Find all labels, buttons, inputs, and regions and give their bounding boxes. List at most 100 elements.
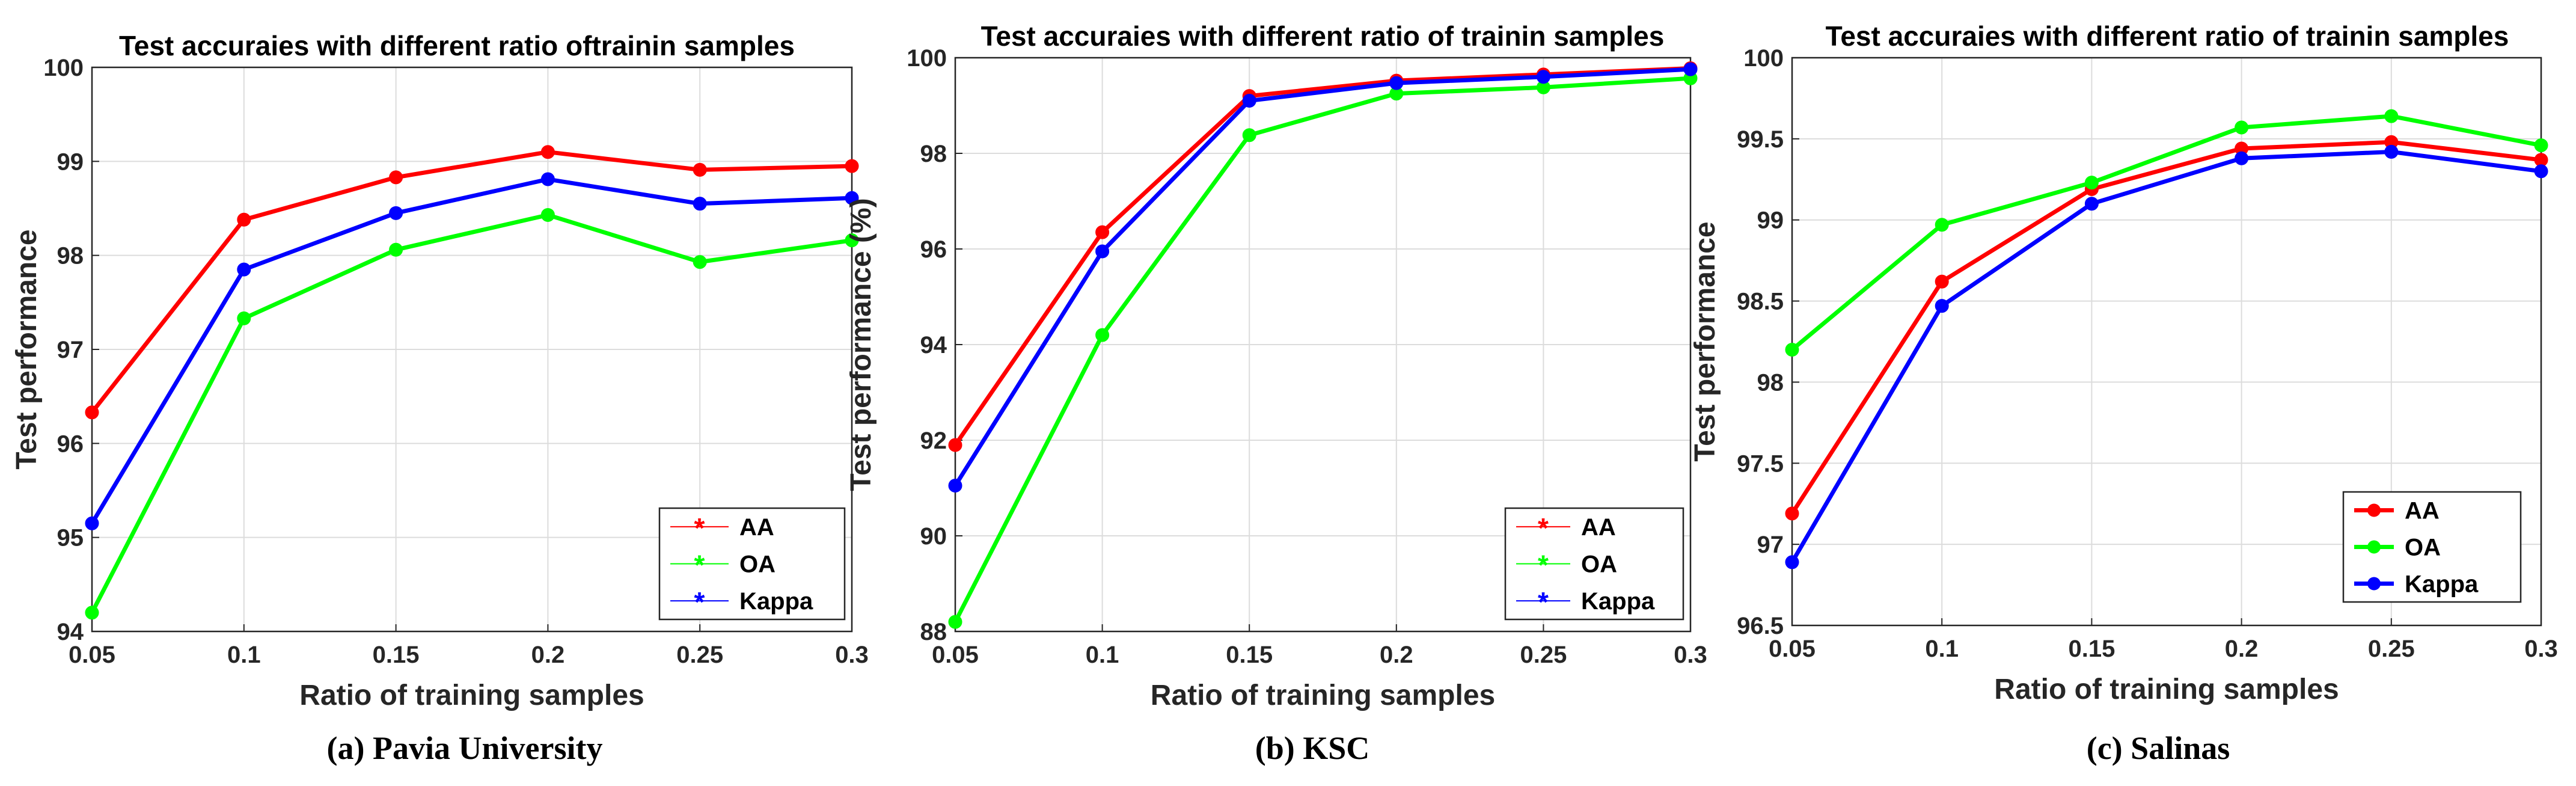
chart-title: Test accuraies with different ratio of t…: [1826, 20, 2509, 52]
figure-caption: (c) Salinas: [2087, 730, 2230, 766]
data-point-aa: [845, 159, 859, 173]
data-point-kappa: [1935, 299, 1949, 313]
x-tick-label: 0.05: [1769, 636, 1816, 662]
data-point-kappa: [1536, 70, 1550, 84]
legend-label: AA: [1581, 514, 1616, 541]
y-tick-label: 95: [57, 525, 84, 551]
y-tick-label: 96: [57, 431, 84, 457]
data-point-kappa: [2534, 164, 2548, 179]
data-point-oa: [85, 606, 99, 620]
y-tick-label: 100: [1743, 45, 1784, 72]
data-point-aa: [237, 212, 251, 227]
data-point-kappa: [2235, 151, 2249, 165]
legend-marker: [2367, 540, 2381, 554]
data-point-kappa: [845, 191, 859, 205]
legend-marker: [2367, 577, 2381, 591]
data-point-aa: [389, 170, 403, 185]
legend-label: OA: [739, 551, 776, 578]
x-tick-label: 0.15: [373, 642, 420, 668]
y-tick-label: 92: [920, 428, 947, 454]
data-point-aa: [693, 162, 707, 177]
data-point-oa: [2084, 176, 2099, 190]
series-line-oa: [90, 212, 852, 614]
y-tick-label: 99: [1757, 207, 1784, 234]
x-tick-label: 0.2: [1380, 642, 1413, 668]
x-axis-label: Ratio of training samples: [1151, 680, 1495, 711]
figure-caption: (a) Pavia University: [327, 730, 603, 766]
data-point-aa: [1935, 274, 1949, 289]
series-line-aa: [1790, 140, 2542, 515]
data-point-kappa: [1683, 62, 1698, 76]
data-point-oa: [1095, 328, 1110, 342]
axes-box: [1791, 57, 2542, 627]
legend-marker: *: [694, 512, 705, 544]
legend-marker: [2367, 503, 2381, 517]
y-tick-label: 90: [920, 523, 947, 550]
x-tick-label: 0.3: [1674, 642, 1707, 668]
data-point-oa: [389, 242, 403, 257]
series-line-kappa: [1790, 149, 2542, 563]
x-tick-label: 0.2: [531, 642, 565, 668]
data-point-kappa: [237, 262, 251, 277]
data-point-kappa: [389, 206, 403, 220]
legend: AA OA Kappa: [2342, 491, 2522, 603]
chart-title: Test accuraies with different ratio oftr…: [119, 30, 795, 61]
y-tick-label: 97.5: [1737, 450, 1784, 477]
axes-box: [954, 57, 1692, 633]
data-point-kappa: [2384, 144, 2399, 159]
data-point-oa: [1242, 128, 1256, 143]
legend-label: Kappa: [2405, 571, 2479, 598]
x-axis-label: Ratio of training samples: [299, 680, 644, 711]
x-tick-label: 0.1: [227, 642, 261, 668]
data-point-aa: [948, 438, 962, 452]
legend-marker: *: [1538, 512, 1549, 544]
y-tick-label: 100: [43, 55, 84, 81]
y-tick-label: 100: [907, 45, 947, 72]
data-point-oa: [237, 311, 251, 325]
legend-label: AA: [739, 514, 774, 541]
x-tick-label: 0.05: [69, 642, 115, 668]
chart-title: Test accuraies with different ratio of t…: [981, 20, 1665, 52]
x-tick-label: 0.3: [2524, 636, 2558, 662]
legend-label: Kappa: [739, 588, 813, 615]
data-point-oa: [2235, 120, 2249, 135]
data-point-kappa: [1242, 94, 1256, 108]
y-axis-label: Test performance: [11, 229, 43, 469]
y-tick-label: 94: [57, 619, 84, 645]
x-tick-label: 0.25: [1520, 642, 1567, 668]
x-tick-label: 0.15: [2068, 636, 2115, 662]
legend-marker: *: [694, 586, 705, 618]
y-tick-label: 97: [57, 337, 84, 363]
data-point-kappa: [540, 172, 555, 186]
legend: * AA * OA * Kappa: [1504, 507, 1684, 621]
x-tick-label: 0.2: [2225, 636, 2259, 662]
y-tick-label: 88: [920, 619, 947, 645]
x-tick-label: 0.25: [2368, 636, 2415, 662]
x-tick-label: 0.1: [1086, 642, 1119, 668]
data-point-aa: [1095, 225, 1110, 239]
data-point-kappa: [2084, 197, 2099, 211]
series-line-kappa: [953, 67, 1691, 487]
data-point-aa: [85, 405, 99, 420]
legend-marker: *: [1538, 586, 1549, 618]
data-point-oa: [845, 233, 859, 248]
legend-label: Kappa: [1581, 588, 1655, 615]
data-point-oa: [693, 255, 707, 269]
y-tick-label: 96.5: [1737, 613, 1784, 639]
chart-panel-2: 88 90 92 94 96 98 100 0.05 0.1 0.15 0.2 0.25 0.3 Test…: [845, 20, 1707, 766]
series-line-aa: [90, 150, 852, 414]
series-line-kappa: [90, 177, 852, 525]
y-tick-label: 99: [57, 149, 84, 175]
legend-marker: *: [694, 550, 705, 581]
series-line-oa: [953, 76, 1691, 623]
data-point-kappa: [948, 479, 962, 493]
data-point-oa: [1935, 218, 1949, 232]
chart-panel-1: 94 95 96 97 98 99 100 0.05 0.1 0.15 0.2 0.25 0.3 Test…: [11, 30, 869, 766]
x-tick-label: 0.1: [1925, 636, 1959, 662]
x-tick-label: 0.05: [932, 642, 979, 668]
y-tick-label: 96: [920, 236, 947, 263]
legend: * AA * OA * Kappa: [658, 507, 846, 621]
data-point-aa: [540, 145, 555, 159]
x-tick-label: 0.3: [835, 642, 869, 668]
x-axis-label: Ratio of training samples: [1994, 674, 2339, 705]
